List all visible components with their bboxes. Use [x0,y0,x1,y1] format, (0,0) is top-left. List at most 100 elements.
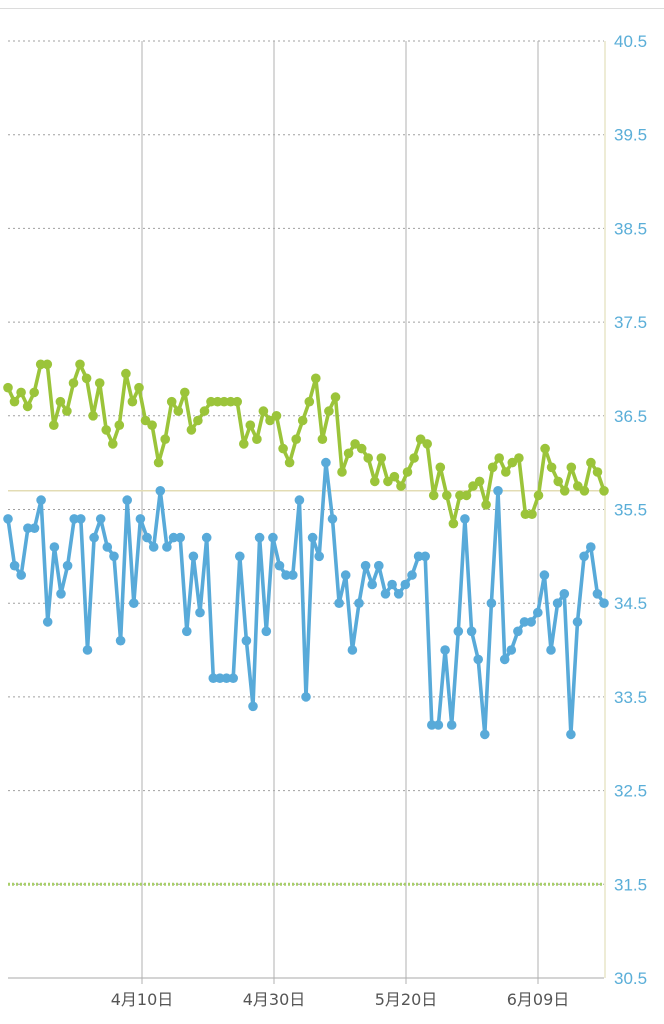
data-point [360,560,371,571]
data-point [539,570,550,580]
y-tick-label: 38.5 [614,219,647,238]
data-point [241,635,252,646]
data-point [3,382,13,393]
data-point [155,486,166,496]
data-point [76,514,86,524]
data-point [493,486,503,496]
data-point [387,579,397,590]
data-point [514,453,524,463]
data-point [89,532,99,543]
data-point [400,579,411,590]
data-point [455,490,465,501]
data-point [367,579,378,590]
data-point [101,425,111,435]
data-point [499,654,510,665]
data-point [75,359,85,370]
data-point [281,570,291,580]
data-point [393,589,404,599]
data-point [420,551,431,562]
y-tick-label: 37.5 [614,313,647,332]
data-point [546,462,557,473]
data-point [261,626,272,637]
data-point [232,396,242,407]
data-point [16,387,26,398]
data-point [258,406,269,416]
data-point [579,486,590,496]
series-line-1 [6,362,606,526]
data-point [337,467,347,477]
data-point [121,368,131,379]
data-point [592,467,603,477]
data-point [389,471,400,482]
data-point [248,701,258,712]
data-point [160,434,170,445]
data-point [95,514,106,524]
data-point [206,396,216,407]
data-point [343,448,354,459]
data-point [533,490,544,501]
data-point [435,462,446,473]
data-point [135,514,146,524]
data-point [317,434,328,445]
data-point [527,509,537,519]
data-point [474,476,485,487]
data-point [487,462,498,473]
data-point [68,378,79,388]
data-point [559,589,570,599]
data-point [354,598,364,608]
data-point [481,500,491,510]
data-point [168,532,179,543]
data-point [29,387,39,398]
data-point [82,645,93,655]
y-tick-label: 34.5 [614,594,647,613]
data-point [114,420,125,431]
data-point [314,551,325,562]
data-point [321,457,331,468]
data-point [49,420,59,431]
data-point [402,467,413,477]
data-point [219,396,229,407]
data-point [235,551,245,562]
data-point [109,551,119,562]
data-point [494,453,505,463]
data-point [252,434,262,445]
data-point [208,673,219,683]
data-point [340,570,351,580]
data-point [579,551,589,562]
data-point [520,509,531,519]
data-point [193,415,203,426]
data-point [294,495,305,505]
data-point [473,654,484,665]
y-tick-label: 35.5 [614,501,647,520]
data-point [466,626,477,637]
data-point [486,598,497,608]
data-point [327,514,338,524]
data-point [81,373,92,384]
data-point [122,495,132,505]
data-point [374,560,384,571]
data-point [330,392,341,402]
data-point [148,542,159,552]
data-point [175,532,185,543]
data-point [29,523,40,533]
data-point [102,542,113,552]
data-point [407,570,417,580]
data-point [334,598,344,608]
data-point [274,560,285,571]
data-point [16,570,27,580]
data-point [428,490,439,501]
data-point [221,673,232,683]
data-point [422,439,433,449]
data-point [370,476,380,487]
data-point [9,560,20,571]
data-point [284,457,295,468]
data-point [115,635,126,646]
data-point [526,617,536,627]
data-point [396,481,406,491]
data-point [9,396,20,407]
data-point [49,542,60,552]
data-point [182,626,192,637]
data-point [442,490,452,501]
data-point [3,514,13,524]
data-point [599,598,609,608]
